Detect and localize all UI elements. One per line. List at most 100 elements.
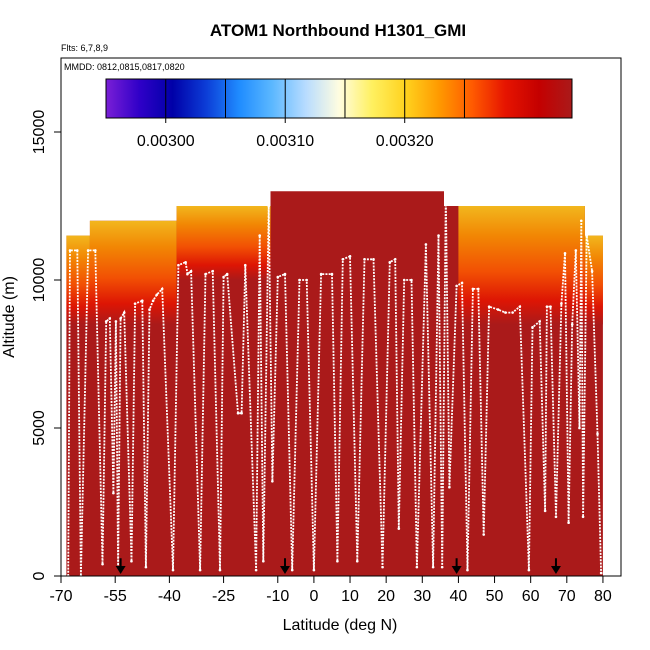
track-point (262, 559, 265, 563)
track-point (305, 278, 308, 282)
track-point (240, 411, 243, 415)
colorbar-tick-label: 0.00320 (376, 133, 434, 150)
track-point (104, 320, 108, 323)
arrow-head (115, 566, 126, 574)
x-tick-label: 40 (450, 588, 468, 605)
track-point (581, 515, 585, 519)
y-tick-label: 5000 (31, 410, 48, 446)
track-point (393, 257, 397, 261)
track-point (355, 559, 359, 563)
track-point (460, 281, 464, 285)
track-point (101, 562, 104, 566)
x-tick-label: 10 (341, 588, 359, 605)
track-point (348, 255, 352, 258)
track-point (258, 234, 262, 237)
track-point (283, 272, 287, 276)
gradient-band (584, 235, 603, 325)
arrow-head (550, 566, 561, 574)
track-point (440, 565, 444, 569)
track-point (585, 234, 588, 237)
y-tick-label: 15000 (31, 110, 48, 155)
track-point (148, 308, 151, 311)
track-point (518, 305, 522, 308)
track-point (487, 305, 491, 308)
track-point (437, 234, 440, 237)
track-point (570, 323, 574, 326)
track-point (155, 293, 159, 297)
track-point (133, 302, 137, 305)
track-point (189, 269, 193, 273)
track-point (151, 299, 155, 303)
track-point (538, 320, 542, 323)
track-point (471, 287, 475, 291)
track-point (402, 278, 406, 282)
track-point (448, 485, 451, 489)
track-point (444, 192, 448, 196)
track-point (243, 263, 247, 267)
colorbar-fill (105, 78, 573, 119)
track-point (112, 491, 115, 495)
track-point (496, 308, 500, 311)
x-tick-label: 60 (522, 588, 540, 605)
track-point (388, 260, 392, 264)
track-point (574, 249, 578, 252)
track-point (554, 515, 558, 519)
track-point (341, 257, 345, 261)
x-axis: -70 -55 -40 -25 -10 0 10 20 30 40 50 60 70 80 (49, 576, 612, 605)
track-point (527, 568, 531, 572)
colorbar-ticks: 0.00300 0.00310 0.00320 (137, 118, 434, 150)
track-point (222, 275, 225, 279)
track-point (312, 568, 316, 572)
track-point (482, 533, 486, 536)
x-tick-label: 70 (558, 588, 576, 605)
track-point (330, 272, 334, 276)
track-point (397, 527, 401, 530)
track-point (225, 272, 229, 276)
track-point (424, 243, 428, 246)
track-point (114, 320, 118, 323)
y-tick-label: 0 (31, 571, 48, 580)
plot-frame (60, 57, 622, 577)
track-point (504, 311, 507, 314)
track-point (363, 257, 366, 261)
x-tick-label: 30 (413, 588, 431, 605)
track-point (254, 568, 258, 572)
x-tick-label: 20 (377, 588, 395, 605)
track-point (298, 278, 301, 282)
x-tick-label: -25 (212, 588, 235, 605)
track-point (290, 568, 294, 572)
track-point (596, 432, 599, 436)
track-point (276, 275, 280, 279)
track-point (567, 521, 570, 525)
track-point (578, 426, 581, 430)
y-axis-label: Altitude (m) (1, 276, 18, 358)
flight-track-line (67, 194, 602, 576)
track-point (184, 260, 187, 264)
track-point (94, 249, 97, 252)
track-point (466, 568, 469, 572)
y-tick-label: 10000 (31, 258, 48, 303)
flights-label: Flts: 6,7,8,9 (61, 43, 108, 53)
track-point (579, 219, 583, 223)
track-point (211, 269, 215, 273)
track-point (204, 272, 207, 276)
track-point (68, 249, 72, 252)
colorbar-dividers (165, 79, 465, 118)
y-axis: 0 5000 10000 15000 (31, 110, 61, 580)
gradient-band (176, 206, 271, 280)
track-point (455, 284, 458, 288)
x-tick-label: -40 (158, 588, 181, 605)
chart-title: ATOM1 Northbound H1301_GMI (210, 21, 466, 40)
track-point (218, 568, 222, 572)
track-point (186, 272, 189, 276)
x-tick-label: -10 (266, 588, 289, 605)
track-point (531, 326, 534, 329)
colorbar: 0.00300 0.00310 0.00320 (105, 78, 573, 150)
track-point (511, 311, 514, 314)
track-point (198, 568, 202, 572)
track-point (545, 305, 549, 308)
colorbar-tick-label: 0.00310 (256, 133, 314, 150)
track-point (543, 509, 547, 513)
track-point (144, 565, 148, 569)
